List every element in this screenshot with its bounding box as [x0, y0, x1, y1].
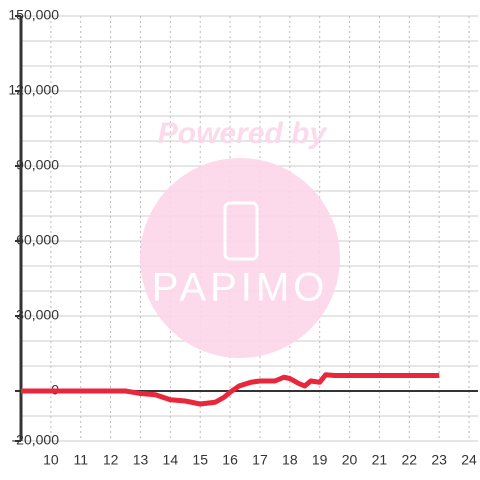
watermark-top: Powered by [158, 117, 328, 150]
x-tick-label: 10 [43, 452, 59, 468]
y-tick-label: 150,000 [8, 7, 59, 23]
x-tick-label: 12 [103, 452, 119, 468]
line [21, 372, 440, 407]
watermark: Powered by PAPIMO [140, 117, 340, 358]
y-tick-label: 90,000 [16, 157, 59, 173]
x-tick-label: 21 [372, 452, 388, 468]
x-tick-label: 20 [342, 452, 358, 468]
x-tick-label: 15 [192, 452, 208, 468]
y-tick-label: 60,000 [16, 232, 59, 248]
y-tick-label: 120,000 [8, 82, 59, 98]
x-tick-label: 23 [431, 452, 447, 468]
watermark-phone [223, 201, 259, 261]
y-tick-label: 30,000 [16, 307, 59, 323]
watermark-bottom: PAPIMO [152, 266, 329, 310]
x-tick-label: 16 [222, 452, 238, 468]
x-tick-label: 19 [312, 452, 328, 468]
x-tick-label: 18 [282, 452, 298, 468]
y-tick-label: -20,000 [12, 432, 60, 448]
x-tick-label: 17 [252, 452, 268, 468]
x-tick-label: 14 [163, 452, 179, 468]
x-tick-label: 13 [133, 452, 149, 468]
x-tick-label: 11 [73, 452, 88, 468]
x-tick-label: 24 [461, 452, 477, 468]
x-tick-label: 22 [402, 452, 418, 468]
